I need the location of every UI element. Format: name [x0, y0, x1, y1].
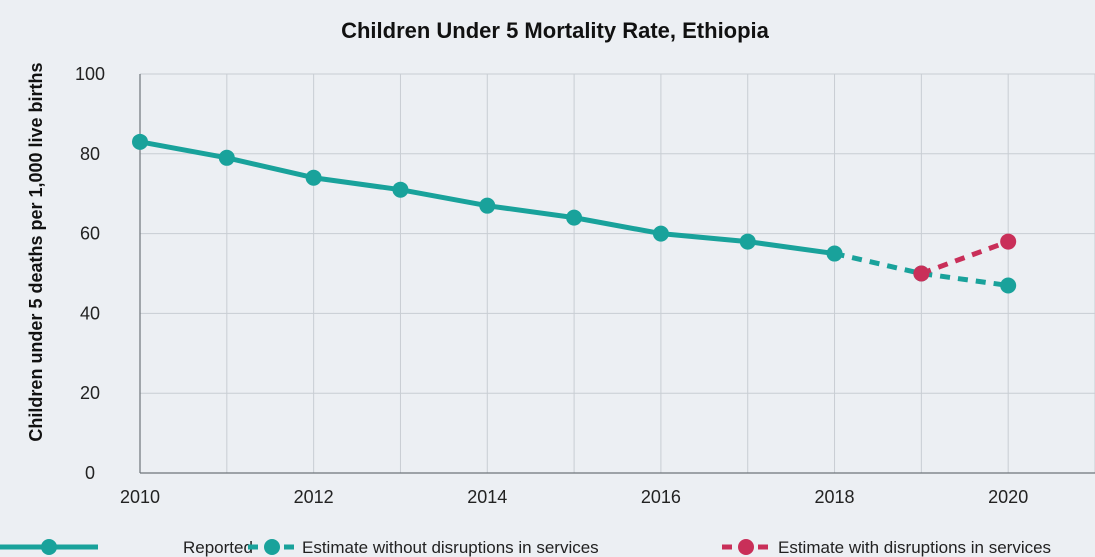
series-2-point-3 [1000, 277, 1017, 294]
x-tick-label-2010: 2010 [120, 487, 160, 507]
x-tick-label-2018: 2018 [815, 487, 855, 507]
series-3-point-1 [913, 265, 930, 282]
legend-marker-2 [264, 539, 280, 555]
y-tick-label-60: 60 [80, 224, 100, 244]
chart-title: Children Under 5 Mortality Rate, Ethiopi… [341, 18, 770, 43]
legend-label-1: Reported [183, 538, 253, 557]
series-1-point-9 [826, 245, 843, 262]
series-1-point-8 [739, 233, 756, 250]
legend-marker-3 [738, 539, 754, 555]
series-1-point-6 [566, 209, 583, 226]
axis-layer [139, 74, 1095, 474]
series-1-point-3 [305, 169, 322, 186]
series-1-point-4 [392, 181, 409, 198]
y-tick-label-100: 100 [75, 64, 105, 84]
series-1-point-2 [218, 149, 235, 166]
legend-item-3: Estimate with disruptions in services [722, 538, 1051, 557]
series-line-3 [920, 239, 1010, 276]
legend-marker-1 [41, 539, 57, 555]
legend-label-3: Estimate with disruptions in services [778, 538, 1051, 557]
series-1-point-7 [652, 225, 669, 242]
x-tick-label-2012: 2012 [294, 487, 334, 507]
grid-layer [140, 73, 1095, 474]
y-tick-label-20: 20 [80, 383, 100, 403]
series-3-point-2 [1000, 233, 1017, 250]
tick-label-layer: 0 20 40 60 80 100 2010 2012 2014 2016 2018 2020 [75, 64, 1028, 507]
y-axis-label: Children under 5 deaths per 1,000 live b… [26, 62, 46, 441]
legend-item-2: Estimate without disruptions in services [248, 538, 599, 557]
y-tick-label-40: 40 [80, 303, 100, 323]
legend-item-1: Reported [0, 538, 253, 557]
x-tick-label-2016: 2016 [641, 487, 681, 507]
series-line-2 [833, 251, 1009, 288]
x-tick-label-2020: 2020 [988, 487, 1028, 507]
y-tick-label-80: 80 [80, 144, 100, 164]
legend-label-2: Estimate without disruptions in services [302, 538, 599, 557]
legend: Reported Estimate without disruptions in … [0, 538, 1051, 557]
marker-layer [132, 133, 1017, 294]
series-1-point-5 [479, 197, 496, 214]
x-tick-label-2014: 2014 [467, 487, 507, 507]
y-tick-label-0: 0 [85, 463, 95, 483]
series-1-point-1 [132, 133, 148, 150]
